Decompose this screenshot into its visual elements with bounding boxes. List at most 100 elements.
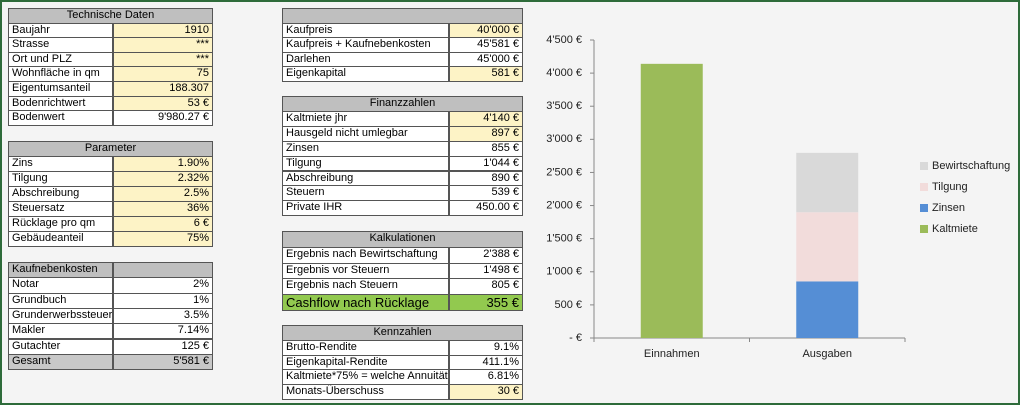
row-label: Abschreibung [8, 186, 113, 202]
row-label: Steuersatz [8, 201, 113, 217]
row-label: Gesamt [8, 353, 113, 371]
row-label: Gebäudeanteil [8, 231, 113, 247]
bar-segment [640, 63, 703, 339]
row-value: 539 € [449, 185, 523, 202]
y-tick-label: 1'000 € [546, 266, 582, 278]
table-header: Finanzzahlen [282, 96, 523, 112]
x-tick-label: Ausgaben [802, 348, 852, 360]
row-label: Kaltmiete jhr [282, 110, 449, 127]
row-value: 3.5% [113, 307, 213, 325]
y-tick-label: 3'000 € [546, 133, 582, 145]
table-header: Kalkulationen [282, 231, 523, 248]
legend-label: Tilgung [932, 181, 968, 193]
row-label: Ort und PLZ [8, 51, 113, 68]
row-label: Zinsen [282, 140, 449, 157]
table-header: Kaufnebenkosten [8, 262, 113, 279]
x-tick-label: Einnahmen [644, 348, 700, 360]
row-value: 855 € [449, 140, 523, 157]
legend-swatch [920, 225, 928, 233]
y-tick-label: 4'500 € [546, 34, 582, 46]
row-label: Monats-Überschuss [282, 384, 449, 400]
bar-segment [796, 212, 859, 282]
row-label: Bodenrichtwert [8, 95, 113, 112]
row-value: 40'000 € [449, 22, 523, 38]
table-header [282, 8, 523, 24]
row-label: Gutachter [8, 338, 113, 355]
y-tick-label: - € [569, 332, 582, 344]
row-label: Strasse [8, 37, 113, 53]
table-header: Parameter [8, 141, 213, 157]
row-label: Makler [8, 323, 113, 340]
row-label: Notar [8, 277, 113, 294]
row-value: 45'581 € [449, 37, 523, 53]
row-value: 2.5% [113, 186, 213, 202]
row-value: 897 € [449, 125, 523, 142]
y-tick-label: 500 € [554, 299, 582, 311]
legend-label: Bewirtschaftung [932, 160, 1010, 172]
y-tick-label: 1'500 € [546, 233, 582, 245]
row-label: Ergebnis nach Bewirtschaftung [282, 246, 449, 264]
row-value: 2% [113, 277, 213, 294]
row-value: 1.90% [113, 156, 213, 172]
row-label: Steuern [282, 185, 449, 202]
row-label: Kaltmiete*75% = welche Annuität? [282, 369, 449, 386]
row-value: 30 € [449, 384, 523, 400]
row-label: Private IHR [282, 200, 449, 217]
row-value: 7.14% [113, 323, 213, 340]
row-value: 450.00 € [449, 200, 523, 217]
row-label: Ergebnis vor Steuern [282, 262, 449, 280]
row-value: 45'000 € [449, 51, 523, 67]
row-label: Cashflow nach Rücklage [282, 294, 449, 311]
row-value: 890 € [449, 170, 523, 187]
y-tick-label: 3'500 € [546, 100, 582, 112]
row-value: 1% [113, 292, 213, 309]
row-value: 1'044 € [449, 155, 523, 172]
row-value: 75% [113, 231, 213, 247]
row-label: Eigenkapital [282, 66, 449, 82]
row-label: Tilgung [282, 155, 449, 172]
row-label: Eigenkapital-Rendite [282, 354, 449, 371]
row-label: Ergebnis nach Steuern [282, 278, 449, 296]
row-value: 53 € [113, 95, 213, 112]
row-value: 9.1% [449, 339, 523, 356]
legend-label: Kaltmiete [932, 223, 978, 235]
bar-segment [796, 281, 859, 338]
row-value: *** [113, 37, 213, 53]
row-label: Hausgeld nicht umlegbar [282, 125, 449, 142]
table-header: Kennzahlen [282, 325, 523, 341]
row-label: Kaufpreis [282, 22, 449, 38]
row-value: 355 € [449, 294, 523, 311]
row-label: Darlehen [282, 51, 449, 67]
legend-label: Zinsen [932, 202, 965, 214]
row-label: Wohnfläche in qm [8, 66, 113, 82]
row-value: 411.1% [449, 354, 523, 371]
row-value: 2'388 € [449, 246, 523, 264]
row-value: 6 € [113, 216, 213, 232]
y-tick-label: 4'000 € [546, 67, 582, 79]
row-label: Grunderwerbssteuer [8, 307, 113, 325]
row-value: 6.81% [449, 369, 523, 386]
legend-swatch [920, 183, 928, 191]
table-header [113, 262, 213, 279]
row-label: Brutto-Rendite [282, 339, 449, 356]
row-label: Zins [8, 156, 113, 172]
y-tick-label: 2'000 € [546, 199, 582, 211]
row-value: 1910 [113, 22, 213, 39]
bar-segment [796, 152, 859, 213]
row-value: 9'980.27 € [113, 110, 213, 126]
legend-swatch [920, 162, 928, 170]
y-tick-label: 2'500 € [546, 166, 582, 178]
row-label: Kaufpreis + Kaufnebenkosten [282, 37, 449, 53]
row-value: 125 € [113, 338, 213, 355]
row-label: Tilgung [8, 171, 113, 187]
row-value: 75 [113, 66, 213, 82]
row-value: *** [113, 51, 213, 68]
row-value: 805 € [449, 278, 523, 296]
row-label: Rücklage pro qm [8, 216, 113, 232]
row-value: 36% [113, 201, 213, 217]
row-value: 5'581 € [113, 353, 213, 371]
row-value: 4'140 € [449, 110, 523, 127]
row-value: 1'498 € [449, 262, 523, 280]
